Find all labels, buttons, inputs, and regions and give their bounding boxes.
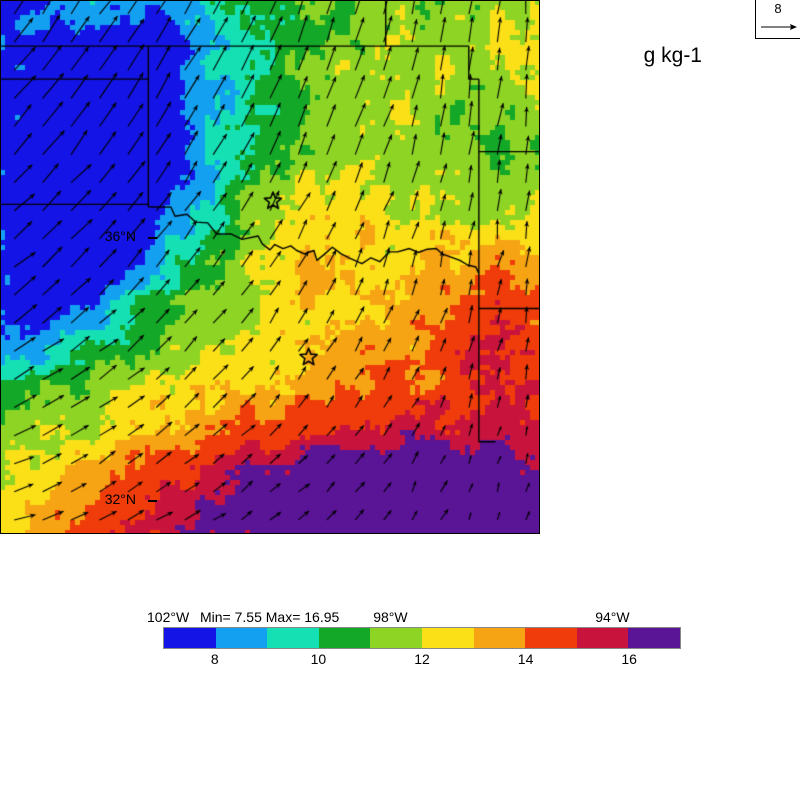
lon-tick-label-2: 94°W <box>595 609 630 625</box>
lat-tick-mark-0 <box>148 237 157 239</box>
colorbar-swatch-8[interactable] <box>576 628 629 648</box>
colorbar-tick-1: 10 <box>310 651 327 667</box>
humidity-field-canvas <box>0 0 540 534</box>
colorbar-swatch-1[interactable] <box>215 628 268 648</box>
colorbar-swatch-9[interactable] <box>628 628 680 648</box>
colorbar-swatch-7[interactable] <box>525 628 577 648</box>
colorbar[interactable] <box>163 627 681 649</box>
colorbar-swatch-0[interactable] <box>164 628 216 648</box>
lon-tick-label-1: 98°W <box>373 609 408 625</box>
lat-tick-mark-1 <box>148 500 157 502</box>
map-plot-area[interactable]: 8 <box>0 0 800 534</box>
min-max-statistics: Min= 7.55 Max= 16.95 <box>200 609 340 625</box>
lon-tick-label-0: 102°W <box>147 609 190 625</box>
colorbar-swatch-3[interactable] <box>318 628 371 648</box>
colorbar-swatch-4[interactable] <box>370 628 422 648</box>
colorbar-swatch-2[interactable] <box>267 628 319 648</box>
colorbar-tick-3: 14 <box>517 651 534 667</box>
vector-reference-value: 8 <box>774 1 782 16</box>
colorbar-swatch-6[interactable] <box>473 628 526 648</box>
lat-tick-label-1: 32°N <box>104 491 136 507</box>
vector-reference-legend: 8 <box>755 0 800 39</box>
lat-tick-label-0: 36°N <box>104 228 136 244</box>
colorbar-tick-2: 12 <box>414 651 430 667</box>
colorbar-tick-0: 8 <box>210 651 219 667</box>
colorbar-tick-4: 16 <box>621 651 637 667</box>
units-label: g kg-1 <box>643 44 702 67</box>
right-arrow-icon <box>761 24 797 30</box>
colorbar-swatch-5[interactable] <box>421 628 474 648</box>
